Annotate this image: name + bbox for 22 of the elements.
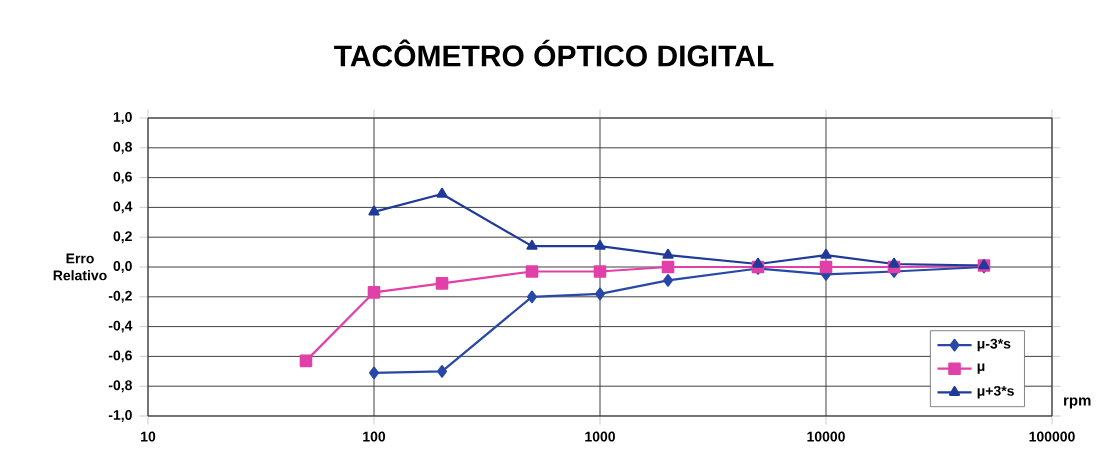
y-tick-label: -0,4 xyxy=(108,320,133,333)
y-tick-label: 1,0 xyxy=(113,112,132,124)
chart-title: TACÔMETRO ÓPTICO DIGITAL xyxy=(334,39,774,67)
y-tick-label: 0,6 xyxy=(113,171,132,184)
x-tick-label: 100 xyxy=(363,431,386,442)
x-tick-label: 10000 xyxy=(807,431,845,442)
y-tick-label: 0,8 xyxy=(113,141,132,154)
x-tick-label: 1000 xyxy=(585,431,615,442)
x-axis-title: rpm xyxy=(1064,397,1091,409)
y-tick-label: -0,8 xyxy=(108,380,132,393)
y-axis-title: Erro Relativo xyxy=(53,253,107,281)
y-tick-label: 0,4 xyxy=(113,201,133,214)
legend-label: μ xyxy=(977,363,985,374)
y-tick-label: -0,6 xyxy=(108,350,132,363)
y-tick-label: -0,2 xyxy=(108,290,132,303)
legend-label: μ-3*s xyxy=(977,338,1011,352)
x-tick-label: 100000 xyxy=(1029,431,1075,442)
legend-label: μ+3*s xyxy=(977,385,1014,399)
y-tick-label: 0,2 xyxy=(113,231,132,244)
x-tick-label: 10 xyxy=(141,431,156,442)
y-tick-label: 0,0 xyxy=(113,261,132,273)
y-tick-label: -1,0 xyxy=(108,410,132,422)
